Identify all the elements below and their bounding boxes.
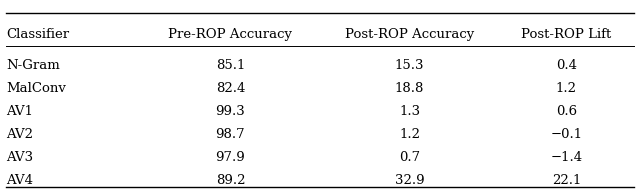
Text: −1.4: −1.4 <box>550 151 582 164</box>
Text: 0.7: 0.7 <box>399 151 420 164</box>
Text: AV4: AV4 <box>6 174 33 187</box>
Text: Classifier: Classifier <box>6 28 70 41</box>
Text: −0.1: −0.1 <box>550 128 582 141</box>
Text: 99.3: 99.3 <box>216 105 245 118</box>
Text: 32.9: 32.9 <box>395 174 424 187</box>
Text: MalConv: MalConv <box>6 82 67 95</box>
Text: Pre-ROP Accuracy: Pre-ROP Accuracy <box>168 28 292 41</box>
Text: 1.2: 1.2 <box>556 82 577 95</box>
Text: 18.8: 18.8 <box>395 82 424 95</box>
Text: Post-ROP Lift: Post-ROP Lift <box>521 28 612 41</box>
Text: Post-ROP Accuracy: Post-ROP Accuracy <box>345 28 474 41</box>
Text: AV3: AV3 <box>6 151 33 164</box>
Text: 98.7: 98.7 <box>216 128 245 141</box>
Text: 82.4: 82.4 <box>216 82 245 95</box>
Text: 0.6: 0.6 <box>556 105 577 118</box>
Text: 1.2: 1.2 <box>399 128 420 141</box>
Text: AV1: AV1 <box>6 105 33 118</box>
Text: 97.9: 97.9 <box>216 151 245 164</box>
Text: 0.4: 0.4 <box>556 59 577 72</box>
Text: 1.3: 1.3 <box>399 105 420 118</box>
Text: 15.3: 15.3 <box>395 59 424 72</box>
Text: 22.1: 22.1 <box>552 174 581 187</box>
Text: 89.2: 89.2 <box>216 174 245 187</box>
Text: 85.1: 85.1 <box>216 59 245 72</box>
Text: N-Gram: N-Gram <box>6 59 60 72</box>
Text: AV2: AV2 <box>6 128 33 141</box>
